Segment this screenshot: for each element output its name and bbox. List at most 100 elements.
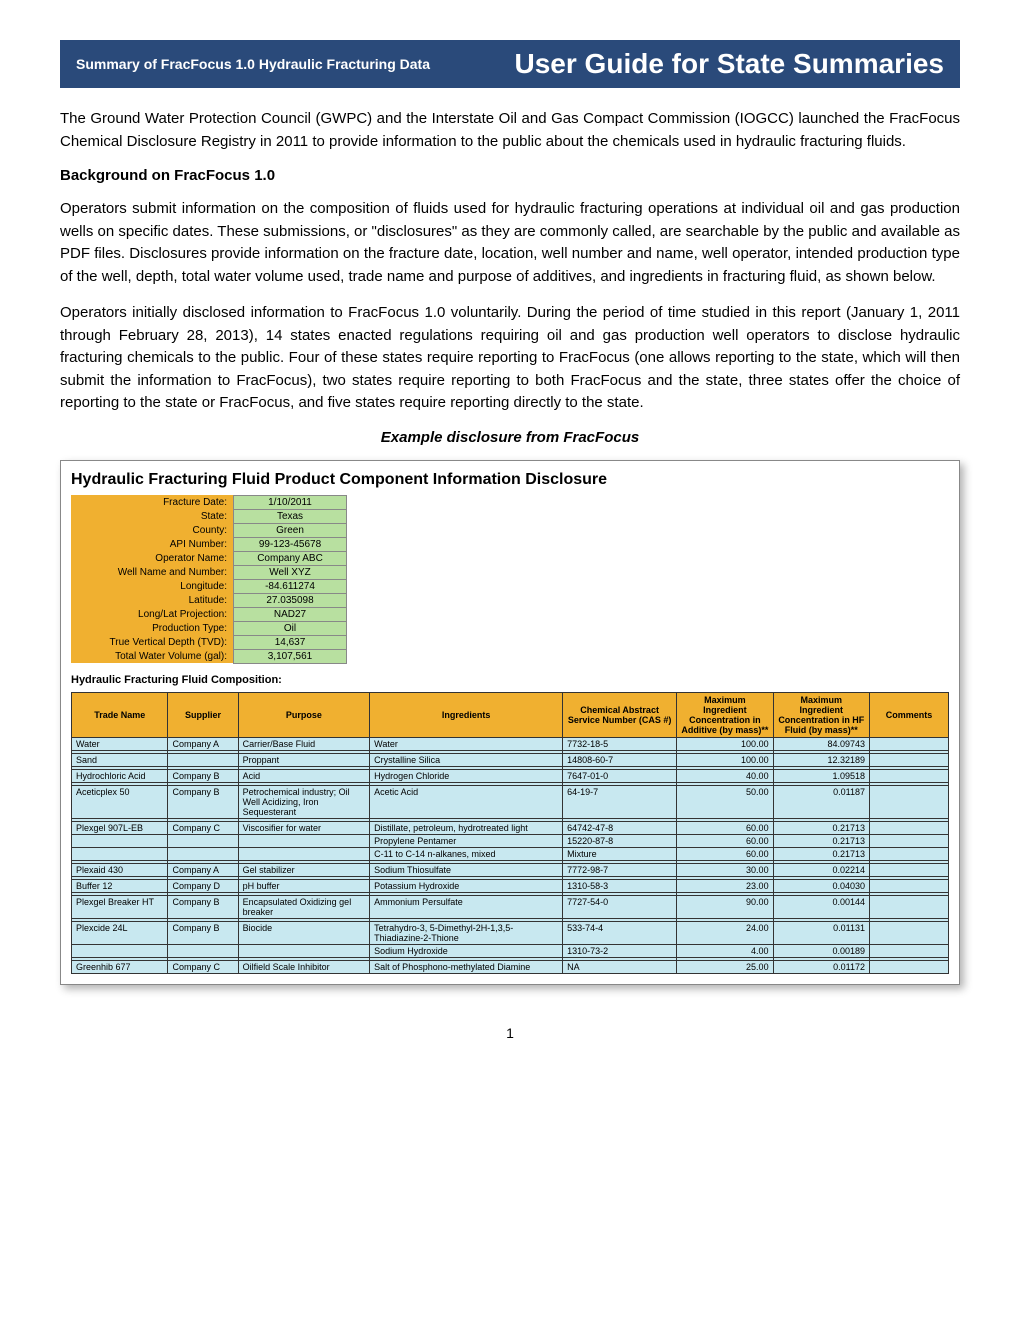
- composition-cell: Company D: [168, 879, 238, 892]
- composition-row: Plexaid 430Company AGel stabilizerSodium…: [72, 863, 949, 876]
- composition-cell: Oilfield Scale Inhibitor: [238, 960, 370, 973]
- info-row: Fracture Date:1/10/2011: [71, 495, 347, 509]
- composition-cell: [238, 834, 370, 847]
- composition-cell: Greenhib 677: [72, 960, 168, 973]
- info-value: NAD27: [234, 607, 347, 621]
- composition-cell: Buffer 12: [72, 879, 168, 892]
- composition-cell: Acetic Acid: [370, 785, 563, 818]
- composition-row: Buffer 12Company DpH bufferPotassium Hyd…: [72, 879, 949, 892]
- info-value: 1/10/2011: [234, 495, 347, 509]
- composition-header: Maximum Ingredient Concentration in HF F…: [773, 692, 869, 737]
- composition-cell: Aceticplex 50: [72, 785, 168, 818]
- composition-cell: Plexgel Breaker HT: [72, 895, 168, 918]
- composition-cell: [870, 753, 949, 766]
- info-label: True Vertical Depth (TVD):: [71, 635, 234, 649]
- composition-cell: 84.09743: [773, 737, 869, 750]
- info-value: 14,637: [234, 635, 347, 649]
- composition-cell: 14808-60-7: [563, 753, 677, 766]
- info-value: Green: [234, 523, 347, 537]
- composition-cell: Propylene Pentamer: [370, 834, 563, 847]
- composition-cell: 1310-73-2: [563, 944, 677, 957]
- composition-cell: 0.01172: [773, 960, 869, 973]
- info-label: Total Water Volume (gal):: [71, 649, 234, 663]
- composition-cell: [72, 944, 168, 957]
- composition-cell: [72, 847, 168, 860]
- disclosure-info-table: Fracture Date:1/10/2011State:TexasCounty…: [71, 495, 347, 664]
- info-label: Production Type:: [71, 621, 234, 635]
- composition-row: C-11 to C-14 n-alkanes, mixedMixture60.0…: [72, 847, 949, 860]
- info-row: County:Green: [71, 523, 347, 537]
- composition-cell: 30.00: [677, 863, 773, 876]
- background-heading: Background on FracFocus 1.0: [60, 167, 960, 184]
- composition-cell: 1310-58-3: [563, 879, 677, 892]
- composition-cell: 0.01131: [773, 921, 869, 944]
- composition-cell: 0.01187: [773, 785, 869, 818]
- composition-row: Sodium Hydroxide1310-73-24.000.00189: [72, 944, 949, 957]
- background-paragraph-2: Operators initially disclosed informatio…: [60, 302, 960, 415]
- composition-cell: Carrier/Base Fluid: [238, 737, 370, 750]
- composition-cell: Encapsulated Oxidizing gel breaker: [238, 895, 370, 918]
- header-right: User Guide for State Summaries: [446, 40, 960, 88]
- composition-cell: Crystalline Silica: [370, 753, 563, 766]
- composition-cell: Company B: [168, 769, 238, 782]
- page-number: 1: [60, 1025, 960, 1041]
- info-label: Latitude:: [71, 593, 234, 607]
- composition-cell: 7732-18-5: [563, 737, 677, 750]
- info-label: API Number:: [71, 537, 234, 551]
- composition-cell: Plexaid 430: [72, 863, 168, 876]
- composition-header: Chemical Abstract Service Number (CAS #): [563, 692, 677, 737]
- composition-cell: 64742-47-8: [563, 821, 677, 834]
- info-label: Well Name and Number:: [71, 565, 234, 579]
- info-row: State:Texas: [71, 509, 347, 523]
- composition-cell: [870, 821, 949, 834]
- composition-cell: [238, 944, 370, 957]
- composition-cell: 0.00144: [773, 895, 869, 918]
- info-row: Operator Name:Company ABC: [71, 551, 347, 565]
- composition-cell: 4.00: [677, 944, 773, 957]
- composition-cell: Gel stabilizer: [238, 863, 370, 876]
- composition-cell: 1.09518: [773, 769, 869, 782]
- composition-cell: Sodium Hydroxide: [370, 944, 563, 957]
- composition-header: Purpose: [238, 692, 370, 737]
- composition-row: Plexgel Breaker HTCompany BEncapsulated …: [72, 895, 949, 918]
- info-label: Operator Name:: [71, 551, 234, 565]
- composition-cell: Ammonium Persulfate: [370, 895, 563, 918]
- composition-cell: 0.04030: [773, 879, 869, 892]
- info-value: Company ABC: [234, 551, 347, 565]
- composition-cell: 0.21713: [773, 834, 869, 847]
- composition-cell: [168, 944, 238, 957]
- composition-cell: [870, 863, 949, 876]
- composition-cell: 23.00: [677, 879, 773, 892]
- info-value: 3,107,561: [234, 649, 347, 663]
- composition-cell: Hydrochloric Acid: [72, 769, 168, 782]
- composition-row: Plexgel 907L-EBCompany CViscosifier for …: [72, 821, 949, 834]
- composition-cell: Potassium Hydroxide: [370, 879, 563, 892]
- info-value: Oil: [234, 621, 347, 635]
- composition-cell: [870, 960, 949, 973]
- composition-cell: Company C: [168, 960, 238, 973]
- composition-label: Hydraulic Fracturing Fluid Composition:: [71, 674, 949, 686]
- composition-cell: 100.00: [677, 737, 773, 750]
- composition-header: Ingredients: [370, 692, 563, 737]
- composition-cell: [870, 769, 949, 782]
- composition-cell: Mixture: [563, 847, 677, 860]
- composition-cell: 15220-87-8: [563, 834, 677, 847]
- composition-cell: [870, 895, 949, 918]
- composition-header: Maximum Ingredient Concentration in Addi…: [677, 692, 773, 737]
- info-row: Long/Lat Projection:NAD27: [71, 607, 347, 621]
- composition-cell: Company A: [168, 863, 238, 876]
- info-value: Texas: [234, 509, 347, 523]
- composition-cell: 0.02214: [773, 863, 869, 876]
- info-label: County:: [71, 523, 234, 537]
- example-caption: Example disclosure from FracFocus: [60, 429, 960, 446]
- composition-cell: [72, 834, 168, 847]
- info-row: True Vertical Depth (TVD):14,637: [71, 635, 347, 649]
- composition-cell: Company B: [168, 785, 238, 818]
- composition-cell: 0.21713: [773, 847, 869, 860]
- composition-cell: 60.00: [677, 821, 773, 834]
- composition-cell: Sodium Thiosulfate: [370, 863, 563, 876]
- composition-cell: Viscosifier for water: [238, 821, 370, 834]
- composition-cell: [870, 847, 949, 860]
- info-label: State:: [71, 509, 234, 523]
- info-row: Production Type:Oil: [71, 621, 347, 635]
